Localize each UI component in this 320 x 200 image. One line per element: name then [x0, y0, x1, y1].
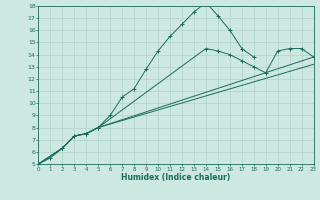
X-axis label: Humidex (Indice chaleur): Humidex (Indice chaleur): [121, 173, 231, 182]
